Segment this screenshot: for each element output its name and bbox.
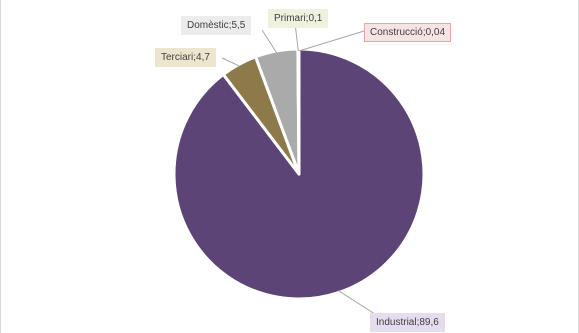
data-label-separator: ; (305, 13, 309, 24)
data-label-name: Terciari (161, 52, 194, 63)
data-label-value: 0,04 (425, 27, 446, 38)
data-label-name: Primari (274, 13, 306, 24)
data-label-separator: ; (422, 27, 426, 38)
leader-line-domèstic (261, 29, 278, 54)
data-label-value: 4,7 (196, 52, 210, 63)
data-label-primari: Primari;0,1 (268, 9, 329, 28)
data-label-industrial: Industrial;89,6 (370, 313, 445, 332)
leader-line-construcció (298, 30, 365, 52)
data-label-name: Industrial (376, 317, 417, 328)
data-label-terciari: Terciari;4,7 (155, 48, 216, 67)
data-label-domèstic: Domèstic;5,5 (181, 16, 252, 35)
data-label-construcció: Construcció;0,04 (364, 23, 452, 42)
leader-line-industrial (338, 290, 379, 317)
data-label-separator: ; (193, 52, 197, 63)
data-label-name: Construcció (370, 27, 423, 38)
data-label-value: 0,1 (308, 13, 323, 24)
data-label-name: Domèstic (187, 20, 229, 31)
data-label-value: 89,6 (419, 317, 439, 328)
data-label-separator: ; (228, 20, 232, 31)
leader-line-terciari (221, 57, 240, 67)
data-label-value: 5,5 (231, 20, 246, 31)
data-label-separator: ; (416, 317, 420, 328)
